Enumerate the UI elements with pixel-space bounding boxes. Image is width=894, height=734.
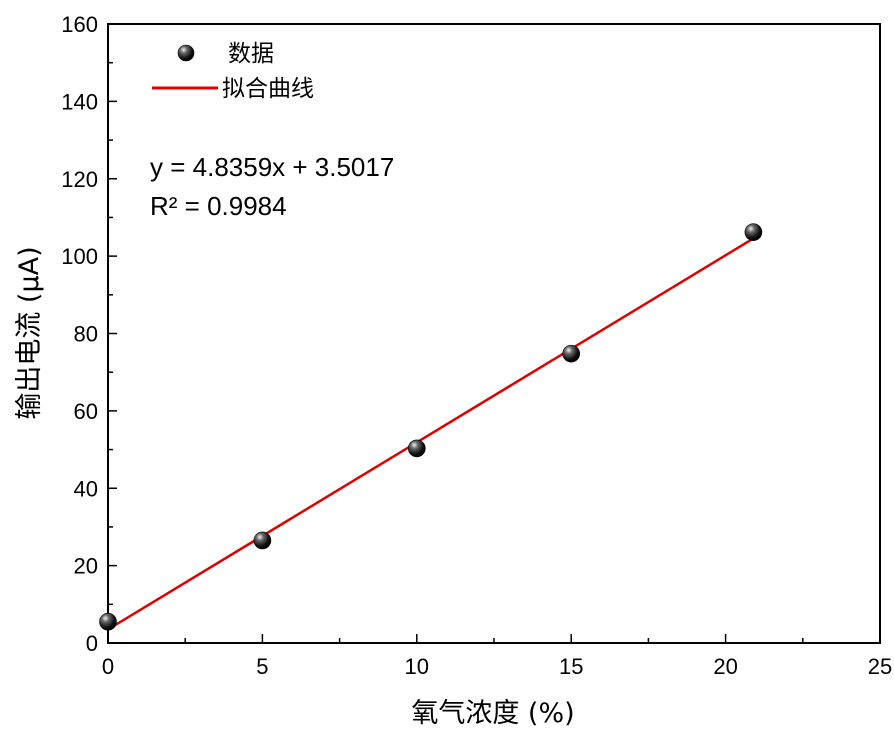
y-tick-label: 140 [61, 89, 98, 114]
tick-labels: 0 5 10 15 20 25 0 20 40 60 80 100 120 140 160 [61, 12, 892, 679]
data-points-group [99, 223, 763, 631]
data-point [99, 612, 117, 631]
x-tick-label: 20 [713, 654, 737, 679]
y-tick-label: 100 [61, 244, 98, 269]
x-tick-label: 25 [868, 654, 892, 679]
x-tick-label: 0 [102, 654, 114, 679]
y-tick-label: 20 [74, 554, 98, 579]
y-tick-label: 160 [61, 12, 98, 37]
major-ticks [107, 23, 881, 644]
legend-label-data: 数据 [228, 41, 274, 67]
data-point [253, 531, 272, 550]
fit-equation: y = 4.8359x + 3.5017 [150, 152, 394, 182]
data-point [744, 223, 763, 241]
data-point [562, 344, 581, 363]
x-axis-title: 氧气浓度 (%) [411, 698, 574, 729]
r-squared: R² = 0.9984 [150, 191, 287, 221]
y-tick-label: 0 [86, 631, 98, 656]
legend: 数据 拟合曲线 [152, 41, 314, 102]
x-tick-label: 15 [559, 654, 583, 679]
fit-line-group [107, 237, 755, 631]
y-tick-label: 60 [74, 399, 98, 424]
legend-marker-data [177, 44, 195, 62]
x-tick-label: 10 [405, 654, 429, 679]
minor-ticks [108, 61, 804, 643]
plot-frame [107, 23, 881, 644]
fit-line [107, 237, 755, 631]
x-tick-label: 5 [256, 654, 268, 679]
y-tick-label: 80 [74, 322, 98, 347]
y-axis-title: 输出电流 (μA) [14, 246, 45, 419]
y-tick-label: 120 [61, 167, 98, 192]
y-tick-label: 40 [74, 476, 98, 501]
legend-label-fit: 拟合曲线 [222, 76, 314, 102]
data-point [407, 439, 426, 458]
